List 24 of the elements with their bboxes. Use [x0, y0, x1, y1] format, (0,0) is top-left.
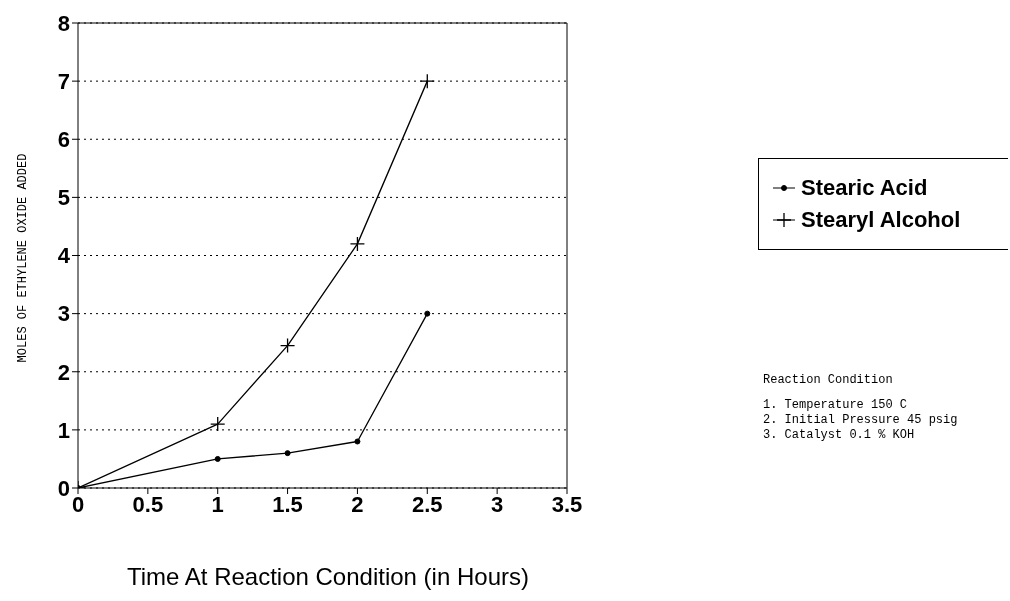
- legend-label: Stearic Acid: [801, 175, 928, 201]
- x-tick-label: 0.5: [132, 491, 164, 517]
- y-tick-label: 8: [57, 10, 70, 36]
- x-tick-label: 2.5: [411, 491, 443, 517]
- x-tick-label: 3.5: [551, 491, 583, 517]
- y-axis-title: MOLES OF ETHYLENE OXIDE ADDED: [16, 153, 30, 363]
- x-tick-label: 1.5: [272, 491, 303, 517]
- text: 2. Initial Pressure 45 psig: [763, 413, 958, 428]
- text: 1. Temperature 150 C: [763, 398, 909, 413]
- y-tick-label: 1: [57, 417, 70, 443]
- y-tick-label: 2: [57, 359, 70, 385]
- y-tick-label: 3: [57, 301, 70, 327]
- text: 3. Catalyst 0.1 % KOH: [763, 428, 916, 443]
- x-tick-label: 1: [211, 491, 224, 517]
- x-axis-title: Time At Reaction Condition (in Hours): [126, 563, 530, 591]
- x-tick-label: 3: [491, 491, 504, 517]
- y-tick-label: 7: [57, 68, 70, 94]
- legend-label: Stearyl Alcohol: [801, 207, 961, 233]
- text: Reaction Condition: [763, 373, 894, 388]
- y-tick-label: 6: [57, 127, 70, 153]
- y-tick-label: 5: [57, 185, 70, 211]
- x-tick-label: 2: [351, 491, 364, 517]
- y-tick-label: 4: [57, 243, 71, 269]
- y-tick-label: 0: [57, 475, 70, 501]
